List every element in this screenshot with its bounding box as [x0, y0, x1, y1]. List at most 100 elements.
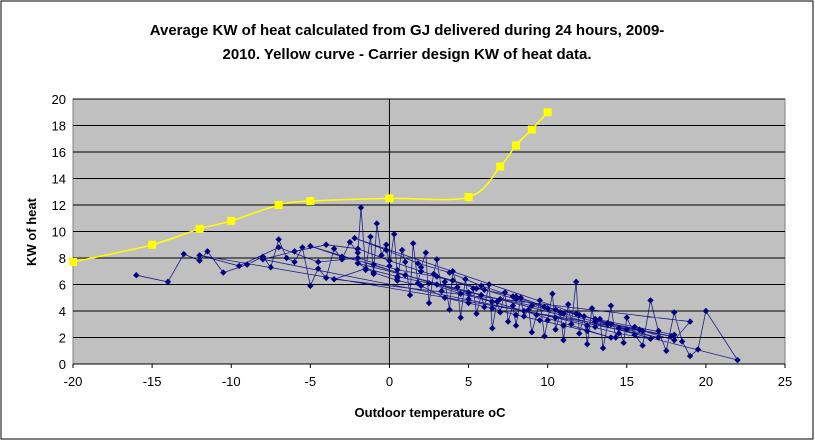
design-point	[69, 257, 77, 266]
measured-point	[417, 282, 425, 290]
x-tick-label: 5	[465, 374, 472, 389]
measured-point	[394, 266, 401, 274]
measured-point	[607, 302, 615, 309]
measured-point	[591, 323, 599, 331]
measured-point	[465, 299, 472, 307]
design-point	[195, 224, 204, 233]
measured-point	[433, 273, 441, 280]
x-tick-label: -20	[64, 374, 83, 389]
measured-point	[441, 294, 449, 301]
measured-point	[422, 249, 430, 256]
measured-point	[383, 241, 390, 248]
measured-point	[196, 252, 203, 259]
y-tick-label: 12	[52, 198, 66, 213]
measured-point	[370, 269, 377, 276]
measured-point	[512, 293, 520, 300]
measured-point	[425, 299, 433, 307]
measured-point	[504, 318, 512, 325]
y-tick-label: 4	[59, 304, 66, 319]
measured-point	[346, 238, 354, 246]
measured-point	[734, 356, 741, 364]
measured-point	[414, 260, 422, 267]
measured-point	[378, 252, 385, 259]
measured-point	[367, 233, 374, 240]
measured-point	[322, 274, 330, 282]
x-tick-label: -5	[305, 374, 317, 389]
measured-point	[402, 258, 409, 266]
measured-point	[133, 272, 140, 279]
measured-point	[394, 277, 401, 284]
design-point	[512, 141, 521, 150]
measured-point	[457, 290, 464, 297]
measured-point	[591, 315, 599, 323]
measured-point	[541, 303, 548, 311]
measured-point	[647, 297, 654, 304]
measured-point	[671, 309, 678, 316]
measured-point	[330, 245, 338, 252]
measured-point	[485, 281, 493, 288]
measured-point	[417, 264, 425, 271]
measured-point	[636, 326, 643, 333]
measured-point	[473, 310, 480, 317]
measured-point	[671, 331, 678, 339]
measured-point	[536, 297, 543, 304]
measured-point	[525, 306, 532, 313]
y-tick-label: 10	[52, 225, 66, 240]
measured-point	[362, 265, 369, 272]
measured-point	[425, 279, 433, 287]
measured-point	[315, 258, 322, 266]
measured-point	[584, 322, 591, 329]
y-axis-label: KW of heat	[24, 197, 39, 266]
measured-point	[478, 291, 485, 299]
measured-point	[528, 302, 536, 309]
measured-point	[275, 236, 282, 243]
x-tick-label: 25	[778, 374, 792, 389]
design-point	[148, 240, 157, 249]
y-tick-label: 0	[59, 357, 66, 372]
measured-point	[307, 242, 314, 250]
measured-point	[512, 322, 520, 329]
measured-point	[517, 294, 524, 301]
measured-point	[465, 295, 472, 303]
measured-point	[565, 301, 572, 308]
design-point	[543, 108, 552, 117]
y-tick-label: 6	[59, 278, 66, 293]
measured-point	[457, 314, 464, 321]
measured-point	[441, 278, 449, 286]
measured-point	[560, 310, 567, 317]
measured-point	[383, 246, 390, 254]
measured-point	[533, 311, 540, 319]
measured-point	[663, 347, 670, 354]
measured-point	[623, 314, 630, 321]
measured-point	[307, 282, 314, 290]
y-tick-label: 8	[59, 251, 66, 266]
measured-point	[291, 248, 298, 255]
measured-point	[544, 317, 551, 324]
measured-point	[354, 249, 361, 256]
x-tick-label: -10	[222, 374, 241, 389]
y-tick-label: 14	[52, 172, 66, 187]
measured-point	[406, 291, 414, 299]
measured-point	[465, 289, 472, 296]
chart-title-line-2: 2010. Yellow curve - Carrier design KW o…	[222, 46, 591, 63]
measured-point	[528, 329, 536, 336]
measured-point	[390, 230, 398, 238]
measured-point	[631, 331, 638, 339]
y-tick-label: 20	[52, 92, 66, 107]
measured-point	[612, 334, 619, 341]
x-tick-label: 15	[620, 374, 634, 389]
measured-point	[489, 298, 496, 305]
measured-point	[438, 287, 445, 295]
measured-point	[283, 254, 290, 262]
measured-point	[481, 303, 488, 311]
measured-point	[615, 325, 623, 332]
measured-point	[655, 327, 662, 335]
measured-point	[497, 309, 504, 316]
measured-point	[560, 336, 567, 344]
measured-point	[686, 318, 694, 325]
measured-point	[541, 332, 548, 340]
measured-point	[398, 246, 406, 254]
measured-point	[180, 250, 187, 258]
measured-point	[196, 257, 203, 264]
